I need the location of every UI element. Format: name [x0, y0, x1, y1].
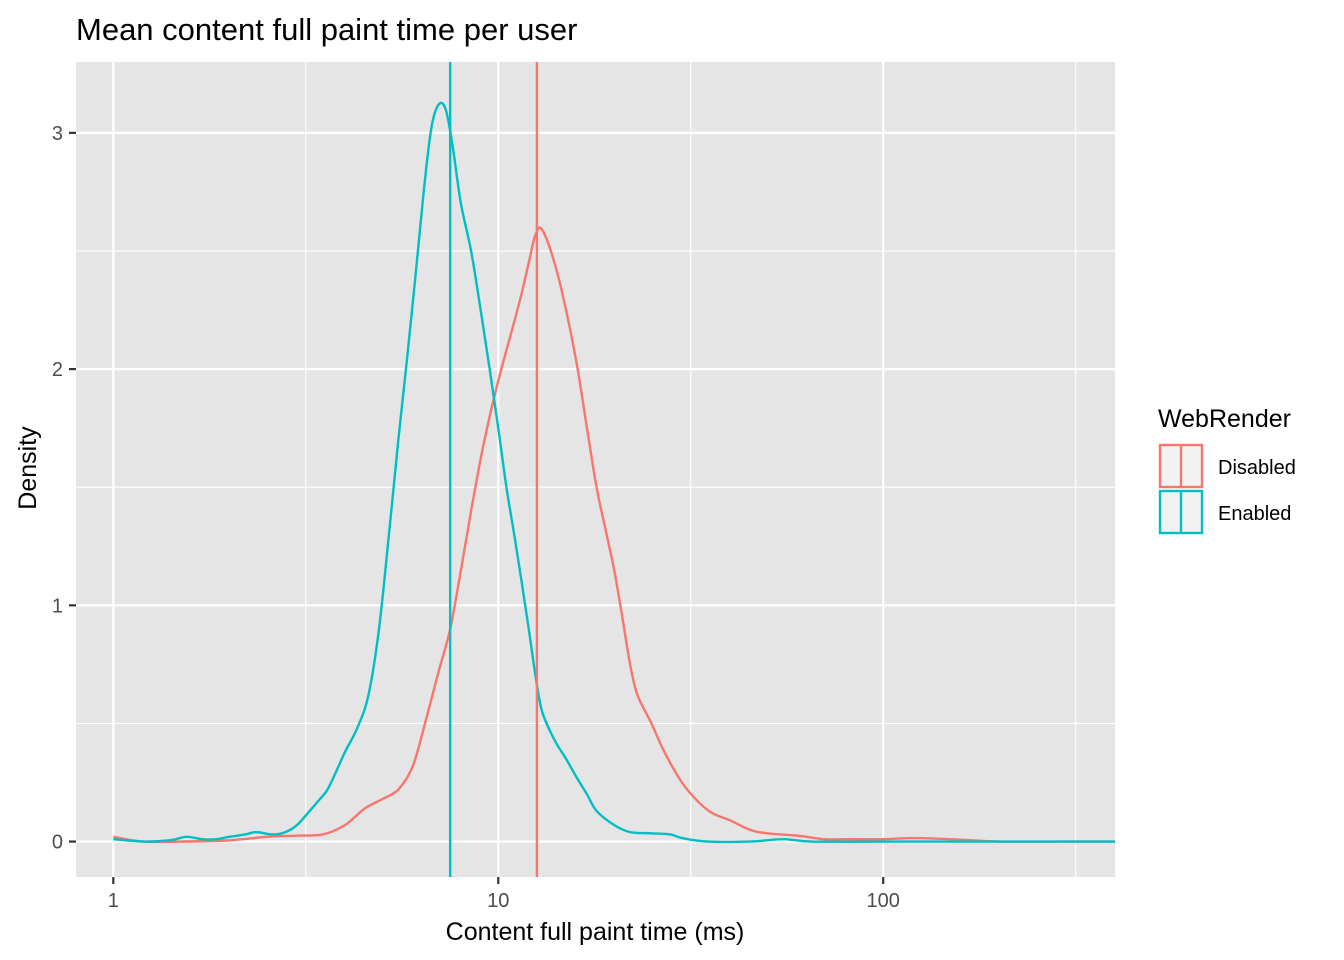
chart-title: Mean content full paint time per user	[76, 12, 577, 47]
legend: WebRender Disabled Enabled	[1158, 405, 1296, 535]
legend-key-enabled: Enabled	[1158, 489, 1291, 535]
y-tick-label: 1	[52, 595, 63, 617]
plot-panel	[76, 62, 1115, 877]
x-axis-title: Content full paint time (ms)	[446, 918, 745, 946]
legend-title: WebRender	[1158, 405, 1291, 433]
mean-lines	[448, 62, 539, 877]
y-tick-label: 3	[52, 123, 63, 145]
axis-ticks	[69, 131, 885, 884]
x-tick-label: 100	[867, 890, 900, 912]
legend-label: Enabled	[1218, 503, 1291, 525]
x-tick-label: 10	[487, 890, 509, 912]
legend-label: Disabled	[1218, 457, 1296, 479]
y-tick-label: 0	[52, 832, 63, 854]
x-tick-label: 1	[108, 890, 119, 912]
y-axis-title: Density	[14, 426, 42, 510]
series-line-disabled	[113, 226, 1115, 844]
legend-key-disabled: Disabled	[1158, 443, 1296, 489]
y-tick-label: 2	[52, 359, 63, 381]
tick-labels: 1 10 100 0 1 2 3	[52, 123, 900, 912]
legend-items: Disabled Enabled	[1158, 443, 1296, 535]
